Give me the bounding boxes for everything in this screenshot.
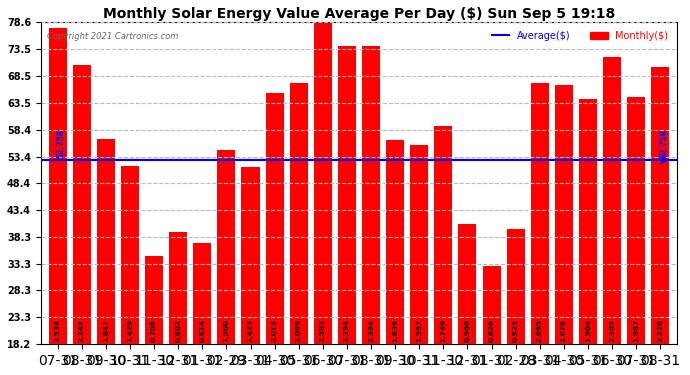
Text: 1.749: 1.749	[440, 319, 446, 342]
Text: 1.597: 1.597	[416, 319, 422, 342]
Bar	[266, 93, 284, 375]
Text: 1.425: 1.425	[248, 319, 253, 342]
Bar	[121, 166, 139, 375]
Bar	[458, 224, 477, 375]
Text: 0.923: 0.923	[513, 319, 519, 342]
Text: Copyright 2021 Cartronics.com: Copyright 2021 Cartronics.com	[47, 32, 179, 41]
Bar	[531, 83, 549, 375]
Bar	[48, 28, 67, 375]
Bar	[555, 85, 573, 375]
Text: 0.902: 0.902	[175, 319, 181, 342]
Bar	[314, 22, 332, 375]
Text: 0.709: 0.709	[151, 319, 157, 342]
Text: 0.966: 0.966	[464, 318, 471, 342]
Bar	[386, 140, 404, 375]
Bar	[579, 99, 597, 375]
Bar	[434, 126, 453, 375]
Bar	[362, 46, 380, 375]
Title: Monthly Solar Energy Value Average Per Day ($) Sun Sep 5 19:18: Monthly Solar Energy Value Average Per D…	[103, 7, 615, 21]
Bar	[217, 150, 235, 375]
Bar	[627, 97, 645, 375]
Text: 2.534: 2.534	[55, 319, 61, 342]
Text: 2.095: 2.095	[537, 319, 543, 342]
Text: 2.078: 2.078	[561, 319, 567, 342]
Text: 2.099: 2.099	[296, 319, 302, 342]
Text: 2.305: 2.305	[609, 319, 615, 342]
Text: 1.560: 1.560	[224, 319, 229, 342]
Bar	[651, 66, 669, 375]
Text: 0.626: 0.626	[489, 319, 495, 342]
Bar	[241, 166, 259, 375]
Bar	[72, 65, 91, 375]
Text: 2.242: 2.242	[79, 319, 85, 342]
Text: 2.394: 2.394	[344, 319, 350, 342]
Text: 1.987: 1.987	[633, 319, 639, 342]
Text: 0.814: 0.814	[199, 319, 206, 342]
Bar	[506, 229, 524, 375]
Bar	[482, 266, 501, 375]
Bar	[97, 139, 115, 375]
Text: 1.639: 1.639	[392, 319, 398, 342]
Bar	[603, 57, 621, 375]
Text: 1.429: 1.429	[127, 319, 133, 342]
Text: 2.228: 2.228	[658, 319, 663, 342]
Bar	[290, 82, 308, 375]
Text: 52.758: 52.758	[57, 129, 66, 158]
Text: 2.015: 2.015	[272, 319, 277, 342]
Text: 52.758: 52.758	[660, 129, 669, 158]
Bar	[411, 145, 428, 375]
Bar	[169, 232, 187, 375]
Text: 1.964: 1.964	[585, 319, 591, 342]
Bar	[338, 46, 356, 375]
Bar	[145, 256, 163, 375]
Bar	[193, 243, 211, 375]
Text: 1.647: 1.647	[103, 319, 109, 342]
Legend: Average($), Monthly($): Average($), Monthly($)	[488, 27, 672, 45]
Text: 2.394: 2.394	[368, 319, 374, 342]
Text: 2.583: 2.583	[320, 319, 326, 342]
